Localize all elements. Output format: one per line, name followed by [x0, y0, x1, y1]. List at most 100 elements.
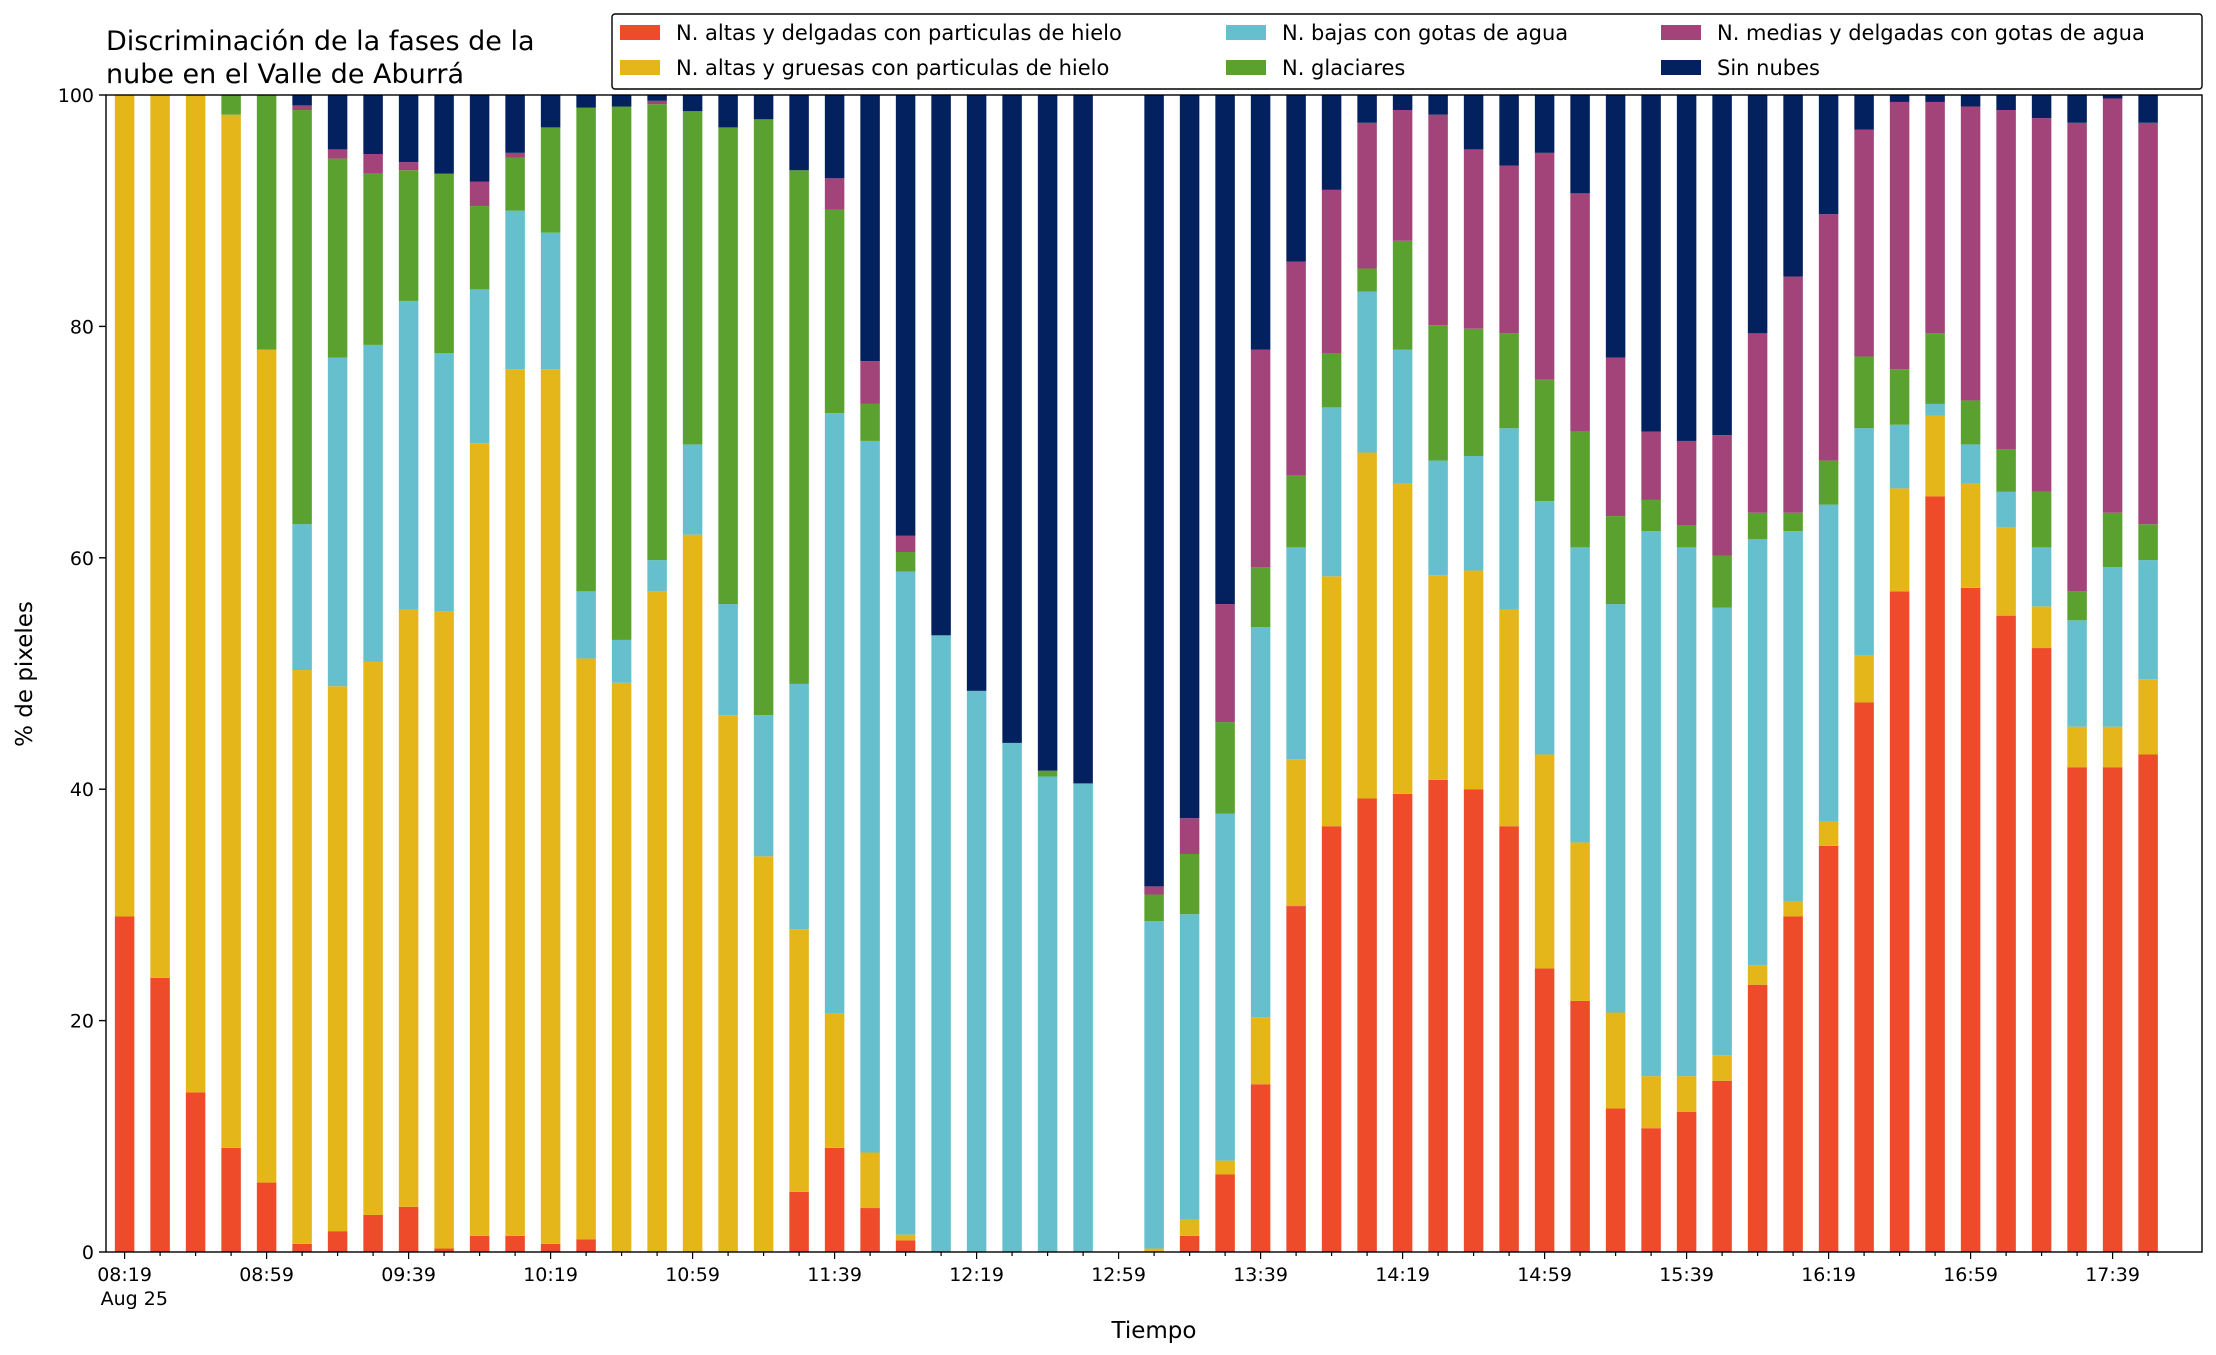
bar-segment	[1641, 431, 1661, 500]
bar-segment	[1783, 901, 1803, 917]
legend-label: N. medias y delgadas con gotas de agua	[1717, 21, 2145, 45]
bar-segment	[434, 1248, 454, 1252]
y-axis-label: % de pixeles	[12, 601, 38, 747]
bar-segment	[1534, 968, 1555, 1252]
bar-segment	[1428, 575, 1448, 780]
bar-segment	[753, 119, 774, 716]
bar-segment	[1605, 604, 1626, 1013]
bar-segment	[1960, 483, 1981, 588]
bar-segment	[1179, 1235, 1200, 1252]
bar-segment	[540, 127, 561, 233]
bar-segment	[1925, 95, 1945, 102]
bar-segment	[327, 158, 348, 358]
bar-segment	[860, 95, 880, 362]
bar-segment	[2102, 95, 2123, 99]
bar-segment	[363, 1214, 383, 1252]
bar-segment	[1889, 424, 1910, 489]
bar-segment	[718, 715, 738, 1252]
bar-segment	[1676, 95, 1697, 441]
legend-label: N. altas y gruesas con particulas de hie…	[676, 56, 1109, 80]
bar-segment	[931, 95, 951, 636]
bar-segment	[327, 149, 348, 159]
bar-segment	[1996, 449, 2016, 492]
bar-segment	[363, 154, 383, 174]
bar-segment	[1747, 539, 1768, 966]
bar-segment	[1392, 240, 1413, 350]
bar-segment	[505, 157, 525, 211]
bar-segment	[647, 560, 667, 592]
bar-segment	[931, 635, 951, 1252]
bar-segment	[1712, 1055, 1732, 1081]
y-tick-label: 80	[70, 316, 94, 338]
bar-segment	[1534, 501, 1555, 755]
bar-segment	[2031, 547, 2052, 607]
bar-segment	[1641, 499, 1661, 532]
bar-segment	[647, 104, 667, 561]
bar-segment	[1144, 95, 1164, 887]
bar-segment	[1179, 818, 1200, 854]
bar-segment	[1286, 95, 1306, 262]
bar-segment	[576, 591, 596, 659]
bar-segment	[611, 106, 632, 640]
bar-segment	[292, 1243, 312, 1252]
bar-segment	[1854, 95, 1874, 130]
bar-segment	[1499, 333, 1519, 429]
x-tick-label: 15:39	[1659, 1264, 1714, 1286]
bar-segment	[753, 856, 774, 1252]
bar-segment	[1463, 149, 1484, 329]
bar-segment	[2138, 560, 2158, 680]
bar-segment	[540, 95, 561, 128]
bar-segment	[327, 1231, 348, 1252]
bar-segment	[185, 1092, 206, 1252]
bar-segment	[363, 344, 383, 662]
bar-segment	[895, 1240, 916, 1252]
bar-segment	[1463, 455, 1484, 571]
bar-segment	[540, 369, 561, 1244]
bar-segment	[1925, 403, 1945, 416]
bar-segment	[1783, 95, 1803, 277]
bar-segment	[1996, 95, 2016, 111]
bar-segment	[221, 1147, 241, 1252]
bar-segment	[1463, 570, 1484, 790]
legend-label: N. altas y delgadas con particulas de hi…	[676, 21, 1122, 45]
bar-segment	[469, 95, 490, 182]
bar-segment	[1570, 842, 1590, 1001]
bar-segment	[2102, 512, 2123, 568]
bar-segment	[505, 152, 525, 158]
x-tick-label: 08:59	[239, 1264, 294, 1286]
bar-segment	[1179, 1219, 1200, 1236]
bar-segment	[1463, 95, 1484, 150]
bar-segment	[1889, 101, 1910, 370]
bar-segment	[1960, 587, 1981, 1252]
y-tick-label: 40	[70, 779, 94, 801]
bar-segment	[2067, 95, 2087, 123]
bar-segment	[2138, 122, 2158, 525]
legend-swatch	[1661, 25, 1701, 40]
bar-segment	[718, 604, 738, 716]
bar-segment	[2067, 726, 2087, 768]
bar-segment	[895, 552, 916, 572]
bar-segment	[292, 110, 312, 525]
x-tick-label: 17:39	[2085, 1264, 2140, 1286]
bar-segment	[789, 95, 809, 171]
bar-segment	[1357, 268, 1377, 292]
legend-swatch	[1226, 60, 1266, 75]
bar-segment	[434, 173, 454, 354]
bar-segment	[1783, 916, 1803, 1252]
bar-segment	[1854, 428, 1874, 655]
bar-segment	[434, 95, 454, 174]
y-tick-label: 0	[82, 1242, 94, 1264]
bar-segment	[1321, 353, 1342, 408]
bar-segment	[1463, 328, 1484, 456]
bar-segment	[1605, 1108, 1626, 1252]
bar-segment	[1250, 567, 1271, 628]
bar-segment	[1570, 431, 1590, 548]
bar-segment	[1996, 615, 2016, 1252]
bar-segment	[1428, 95, 1448, 115]
bar-segment	[1605, 95, 1626, 358]
bar-segment	[1854, 702, 1874, 1252]
bar-segment	[647, 591, 667, 1252]
bar-segment	[398, 95, 419, 163]
bar-segment	[1037, 776, 1058, 1252]
bar-segment	[1392, 95, 1413, 111]
